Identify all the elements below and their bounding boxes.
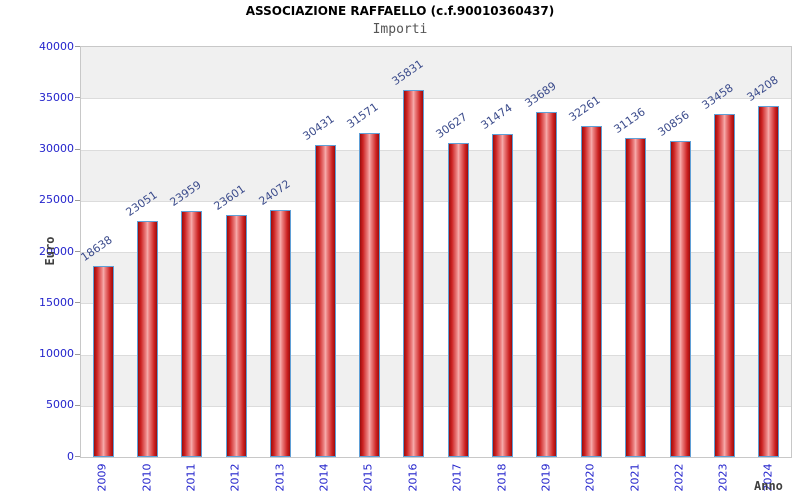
bar — [447, 143, 469, 457]
bar — [758, 106, 780, 457]
y-tick-label: 30000 — [39, 142, 74, 155]
x-tick-label: 2010 — [140, 463, 154, 492]
bar-value-label: 30431 — [300, 112, 337, 144]
x-tick-label: 2022 — [672, 463, 686, 492]
x-tick-label: 2023 — [716, 463, 730, 492]
y-tick-mark — [75, 456, 80, 457]
gridline — [81, 354, 791, 356]
gridline — [81, 252, 791, 253]
x-tick-label: 2019 — [539, 463, 553, 492]
bar-value-label: 31474 — [478, 101, 515, 133]
x-tick-label: 2012 — [228, 463, 242, 492]
plot-area: 18638 23051 23959 23601 24072 30431 31571 35831… — [79, 46, 792, 458]
x-tick-label: 2020 — [583, 463, 597, 492]
y-tick-mark — [75, 353, 80, 355]
y-tick-mark — [75, 404, 80, 406]
bar-value-label: 30627 — [433, 110, 470, 142]
bar — [314, 145, 336, 457]
y-tick-label: 10000 — [39, 347, 74, 360]
gridline — [81, 200, 791, 202]
bar — [181, 211, 203, 457]
x-tick-label: 2015 — [361, 463, 375, 492]
x-tick-label: 2017 — [450, 463, 464, 492]
y-tick-label: 15000 — [39, 295, 74, 309]
x-axis-title: Anno — [754, 479, 783, 493]
bar-value-label: 30856 — [655, 107, 692, 139]
y-tick-mark — [75, 199, 80, 201]
x-tick-label: 2009 — [95, 463, 109, 492]
y-tick-mark — [75, 148, 80, 150]
y-tick-label: 35000 — [39, 90, 74, 104]
bar — [625, 137, 647, 457]
gridline — [81, 405, 791, 407]
y-tick-label: 0 — [67, 449, 74, 463]
x-tick-label: 2021 — [628, 463, 642, 492]
x-tick-label: 2013 — [273, 463, 287, 492]
y-tick-label: 40000 — [39, 39, 74, 53]
y-tick-label: 20000 — [39, 244, 74, 258]
bar — [358, 133, 380, 457]
x-tick-label: 2016 — [406, 463, 420, 492]
chart-subtitle: Importi — [372, 22, 428, 37]
y-axis-title: Euro — [43, 236, 57, 266]
bar — [492, 134, 514, 457]
y-tick-mark — [75, 251, 80, 252]
y-tick-label: 25000 — [39, 193, 74, 207]
bar — [270, 210, 292, 457]
bar-value-label: 31136 — [611, 105, 648, 136]
x-tick-label: 2011 — [184, 463, 198, 492]
bar-value-label: 31571 — [344, 100, 382, 132]
bar — [137, 220, 159, 457]
bar — [536, 111, 558, 457]
y-axis: 0 5000 10000 15000 20000 25000 30000 35000 40000 — [0, 40, 74, 463]
x-axis: 2009 2010 2011 2012 2013 2014 2015 2016 2017 2018… — [80, 457, 790, 500]
bar — [713, 114, 735, 457]
gridline — [81, 98, 791, 100]
bar — [580, 126, 602, 457]
x-tick-label: 2014 — [317, 463, 331, 492]
chart-title: ASSOCIAZIONE RAFFAELLO (c.f.90010360437) — [245, 4, 555, 18]
y-tick-mark — [75, 302, 80, 304]
y-tick-label: 5000 — [46, 398, 74, 412]
grid-band — [81, 47, 791, 99]
x-tick-label: 2018 — [495, 463, 509, 492]
bar — [225, 215, 247, 457]
gridline — [81, 149, 791, 151]
bar — [669, 140, 691, 457]
bar — [403, 89, 425, 457]
bar — [92, 265, 114, 457]
y-tick-mark — [75, 97, 80, 99]
y-tick-mark — [75, 46, 80, 47]
gridline — [81, 303, 791, 305]
